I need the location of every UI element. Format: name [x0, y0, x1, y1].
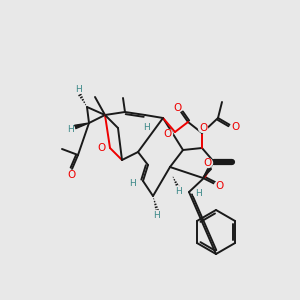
Text: O: O — [215, 181, 223, 191]
Circle shape — [74, 85, 83, 94]
Text: O: O — [204, 158, 212, 168]
Circle shape — [230, 122, 239, 131]
Circle shape — [68, 170, 76, 179]
Text: O: O — [231, 122, 239, 132]
Circle shape — [142, 122, 152, 131]
Text: O: O — [98, 143, 106, 153]
Circle shape — [128, 178, 136, 188]
Text: H: H — [195, 188, 201, 197]
Circle shape — [214, 182, 224, 190]
Circle shape — [194, 188, 202, 197]
Polygon shape — [74, 123, 89, 129]
Text: H: H — [175, 187, 182, 196]
Text: O: O — [173, 103, 181, 113]
Circle shape — [65, 124, 74, 134]
Text: O: O — [68, 170, 76, 180]
Circle shape — [172, 103, 182, 112]
Circle shape — [199, 124, 208, 133]
Text: H: H — [76, 85, 82, 94]
Text: O: O — [164, 129, 172, 139]
Circle shape — [173, 187, 182, 196]
Text: H: H — [154, 211, 160, 220]
Text: H: H — [129, 178, 135, 188]
Polygon shape — [203, 167, 212, 178]
Circle shape — [98, 143, 106, 152]
Text: O: O — [199, 123, 207, 133]
Circle shape — [164, 130, 172, 139]
Circle shape — [152, 211, 161, 220]
Text: H: H — [144, 122, 150, 131]
Circle shape — [203, 158, 212, 167]
Text: H: H — [67, 124, 73, 134]
